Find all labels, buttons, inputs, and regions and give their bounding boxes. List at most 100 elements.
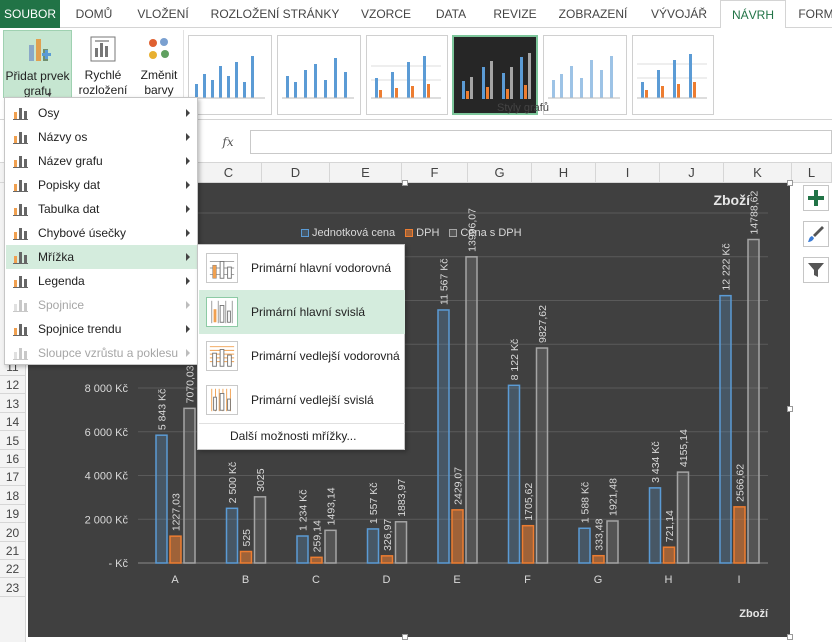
chart-legend[interactable]: Jednotková cena DPH Cena s DPH bbox=[301, 227, 532, 243]
gridline-primary-major-vertical[interactable]: Primární hlavní svislá bbox=[199, 290, 405, 334]
data-label: 326,97 bbox=[382, 519, 394, 551]
tab-zobrazení[interactable]: ZOBRAZENÍ bbox=[558, 7, 628, 21]
x-tick-label: A bbox=[171, 574, 179, 586]
chart-styles-button[interactable] bbox=[803, 221, 829, 247]
tab-návrh[interactable]: NÁVRH bbox=[720, 0, 786, 29]
y-tick-label: 8 000 Kč bbox=[85, 383, 129, 395]
chart-style-thumb[interactable] bbox=[188, 35, 272, 115]
menu-item-sloupce-vzrůstu-a-poklesu[interactable]: Sloupce vzrůstu a poklesu bbox=[6, 341, 198, 365]
gridline-primary-minor-horizontal[interactable]: Primární vedlejší vodorovná bbox=[199, 334, 405, 378]
add-chart-element-button[interactable]: Přidat prvek grafu ▼ bbox=[3, 30, 72, 99]
menu-item-tabulka-dat[interactable]: Tabulka dat bbox=[6, 197, 198, 221]
more-gridline-options[interactable]: Další možnosti mřížky... bbox=[199, 423, 405, 449]
y-tick-label: 2 000 Kč bbox=[85, 514, 129, 526]
tab-rozložení-stránky[interactable]: ROZLOŽENÍ STRÁNKY bbox=[210, 7, 340, 21]
data-label: 1 234 Kč bbox=[298, 490, 310, 531]
chart-title[interactable]: Zboží bbox=[713, 192, 750, 208]
row-header-18[interactable]: 18 bbox=[0, 487, 25, 505]
data-label: 259,14 bbox=[312, 520, 324, 552]
bar-jednotková-cena bbox=[578, 527, 591, 564]
row-header-17[interactable]: 17 bbox=[0, 468, 25, 487]
column-header-j[interactable]: J bbox=[660, 163, 724, 183]
row-header-22[interactable]: 22 bbox=[0, 560, 25, 579]
column-header-k[interactable]: K bbox=[724, 163, 792, 183]
x-tick-label: I bbox=[737, 574, 740, 586]
menu-item-legenda[interactable]: Legenda bbox=[6, 269, 198, 293]
change-colors-label: Změnit barvy bbox=[140, 68, 178, 97]
legend-entry[interactable]: Cena s DPH bbox=[449, 227, 522, 239]
chart-style-thumb[interactable] bbox=[543, 35, 627, 115]
bar-cena-s-dph bbox=[676, 471, 690, 564]
data-label: 2429,07 bbox=[453, 467, 465, 505]
chart-filters-button[interactable] bbox=[803, 257, 829, 283]
chart-style-preview-icon bbox=[637, 54, 707, 99]
column-header-c[interactable]: C bbox=[196, 163, 262, 183]
row-header-12[interactable]: 12 bbox=[0, 376, 25, 395]
chart-style-thumb[interactable] bbox=[277, 35, 361, 115]
menu-item-label: Popisky dat bbox=[38, 178, 101, 192]
quick-layout-button[interactable]: Rychlé rozložení bbox=[78, 30, 128, 98]
bar-dph bbox=[169, 535, 182, 564]
row-header-14[interactable]: 14 bbox=[0, 413, 25, 432]
chart-elements-button[interactable] bbox=[803, 185, 829, 211]
dropdown-arrow-icon: ▼ bbox=[46, 92, 53, 99]
column-header-f[interactable]: F bbox=[402, 163, 468, 183]
resize-handle[interactable] bbox=[787, 180, 793, 186]
resize-handle[interactable] bbox=[787, 634, 793, 640]
menu-item-mřížka[interactable]: Mřížka bbox=[6, 245, 198, 269]
row-header-13[interactable]: 13 bbox=[0, 395, 25, 413]
menu-item-spojnice[interactable]: Spojnice bbox=[6, 293, 198, 317]
menu-item-spojnice-trendu[interactable]: Spojnice trendu bbox=[6, 317, 198, 341]
tab-soubor[interactable]: SOUBOR bbox=[0, 0, 60, 28]
row-header-19[interactable]: 19 bbox=[0, 505, 25, 524]
y-tick-label: 6 000 Kč bbox=[85, 427, 129, 439]
legend-entry[interactable]: Jednotková cena bbox=[301, 227, 395, 239]
insert-function-button[interactable]: fx bbox=[222, 135, 234, 149]
chart-style-thumb[interactable] bbox=[366, 35, 448, 115]
menu-item-popisky-dat[interactable]: Popisky dat bbox=[6, 173, 198, 197]
gridline-primary-major-horizontal[interactable]: Primární hlavní vodorovná bbox=[199, 246, 405, 290]
column-header-i[interactable]: I bbox=[596, 163, 660, 183]
tab-vzorce[interactable]: VZORCE bbox=[360, 7, 411, 21]
menu-item-název-grafu[interactable]: Název grafu bbox=[6, 149, 198, 173]
resize-handle[interactable] bbox=[402, 180, 408, 186]
x-axis-title[interactable]: Zboží bbox=[739, 608, 768, 620]
tab-domů[interactable]: DOMŮ bbox=[75, 7, 113, 21]
tab-data[interactable]: DATA bbox=[435, 7, 467, 21]
row-header-15[interactable]: 15 bbox=[0, 432, 25, 450]
resize-handle[interactable] bbox=[402, 634, 408, 640]
chart-style-thumb-selected[interactable] bbox=[452, 35, 538, 115]
chart-element-icon bbox=[13, 108, 28, 120]
column-header-g[interactable]: G bbox=[468, 163, 532, 183]
tab-vývojář[interactable]: VÝVOJÁŘ bbox=[650, 7, 707, 21]
column-header-d[interactable]: D bbox=[262, 163, 330, 183]
row-header-23[interactable]: 23 bbox=[0, 579, 25, 597]
menu-item-názvy-os[interactable]: Názvy os bbox=[6, 125, 198, 149]
resize-handle[interactable] bbox=[787, 406, 793, 412]
gridlines-submenu: Primární hlavní vodorovná Primární hlavn… bbox=[197, 244, 405, 450]
column-header-l[interactable]: L bbox=[792, 163, 832, 183]
chart-element-icon bbox=[13, 300, 28, 312]
tab-form[interactable]: FORM bbox=[798, 7, 832, 21]
menu-item-chybové-úsečky[interactable]: Chybové úsečky bbox=[6, 221, 198, 245]
tab-revize[interactable]: REVIZE bbox=[493, 7, 537, 21]
row-header-16[interactable]: 16 bbox=[0, 450, 25, 468]
bar-cena-s-dph bbox=[394, 521, 408, 564]
data-label: 13996,07 bbox=[467, 208, 479, 252]
menu-item-label: Název grafu bbox=[38, 154, 103, 168]
x-tick-label: F bbox=[524, 574, 531, 586]
column-header-h[interactable]: H bbox=[532, 163, 596, 183]
tab-vložení[interactable]: VLOŽENÍ bbox=[137, 7, 189, 21]
column-header-e[interactable]: E bbox=[330, 163, 402, 183]
bar-cena-s-dph bbox=[535, 347, 549, 564]
gridline-primary-minor-vertical[interactable]: Primární vedlejší svislá bbox=[199, 378, 405, 422]
chart-style-thumb[interactable] bbox=[632, 35, 714, 115]
menu-item-osy[interactable]: Osy bbox=[6, 101, 198, 125]
row-header-20[interactable]: 20 bbox=[0, 524, 25, 542]
legend-entry[interactable]: DPH bbox=[405, 227, 439, 239]
bar-cena-s-dph bbox=[747, 238, 760, 564]
row-header-21[interactable]: 21 bbox=[0, 542, 25, 560]
change-colors-button[interactable]: Změnit barvy bbox=[134, 30, 184, 98]
submenu-arrow-icon bbox=[186, 109, 190, 117]
formula-input[interactable] bbox=[250, 130, 832, 154]
